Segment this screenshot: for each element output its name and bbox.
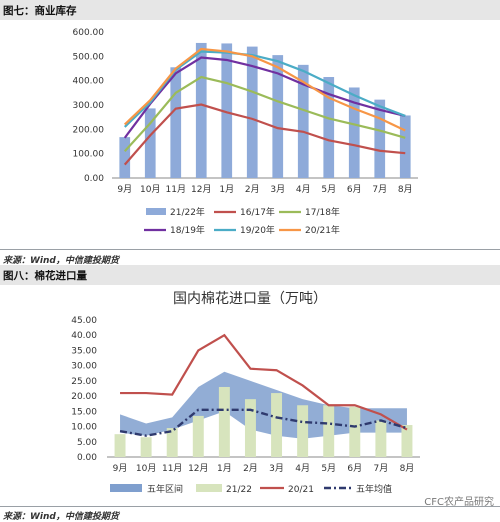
x-tick-label: 10月 [136, 463, 156, 474]
bar-21-22 [114, 434, 126, 457]
x-tick-label: 8月 [400, 463, 415, 474]
bar-21-22 [140, 437, 152, 457]
bar-21-22 [166, 428, 178, 457]
x-tick-label: 9月 [117, 184, 132, 195]
series-line-17/18年 [123, 75, 406, 152]
legend-label: 19/20年 [240, 224, 275, 236]
bar-21-22 [375, 420, 387, 457]
x-tick-label: 3月 [269, 463, 284, 474]
bar-21-22 [246, 46, 258, 178]
bar-21-22 [119, 137, 131, 178]
y-tick-label: 30.00 [71, 362, 97, 372]
legend-label: 五年区间 [147, 483, 183, 495]
series-line-five-year-mean [119, 408, 408, 437]
legend-label: 18/19年 [170, 224, 205, 236]
y-tick-label: 0.00 [77, 453, 97, 463]
x-tick-label: 2月 [245, 184, 260, 195]
bar-21-22 [349, 406, 361, 457]
x-tick-label: 11月 [166, 184, 186, 195]
legend-label: 21/22 [226, 485, 252, 495]
cotton-import-chart: 国内棉花进口量（万吨） 0.00 5.00 10.00 15.00 20.00 25.00 3… [71, 290, 420, 495]
legend-label: 20/21年 [305, 224, 340, 236]
x-tick-label: 1月 [219, 184, 234, 195]
x-tick-label: 4月 [296, 184, 311, 195]
y-tick-label: 10.00 [71, 423, 97, 433]
figure8-label: 图八：棉花进口量 [3, 270, 87, 282]
bar-21-22 [272, 55, 284, 178]
commercial-inventory-chart: 0.00 100.00 200.00 300.00 400.00 500.00 600.00… [73, 28, 418, 236]
bar-21-22 [271, 393, 283, 457]
x-tick-label: 3月 [270, 184, 285, 195]
y-tick-label: 15.00 [71, 407, 97, 417]
legend-swatch [196, 484, 222, 492]
series-line-18/19年 [123, 56, 406, 139]
bar-21-22 [195, 42, 207, 179]
bar-21-22 [192, 415, 204, 457]
bar-21-22 [399, 115, 411, 178]
legend-swatch [146, 208, 166, 215]
divider [0, 506, 500, 507]
x-tick-label: 7月 [372, 184, 387, 195]
x-tick-label: 9月 [113, 463, 128, 474]
figure8-source: 来源：Wind，中信建投期货 [3, 512, 119, 522]
legend-label: 17/18年 [305, 206, 340, 218]
legend-label: 20/21 [288, 485, 314, 495]
series-line-16/17年 [123, 103, 406, 166]
y-tick-label: 300.00 [73, 101, 105, 111]
figure8-title-bar: 图八：棉花进口量 [0, 265, 500, 285]
chart-title: 国内棉花进口量（万吨） [173, 290, 327, 307]
y-tick-label: 25.00 [71, 377, 97, 387]
x-tick-label: 12月 [188, 463, 208, 474]
x-tick-label: 10月 [140, 184, 160, 195]
bar-21-22 [144, 108, 156, 178]
x-tick-label: 5月 [321, 463, 336, 474]
bar-21-22 [297, 405, 309, 457]
y-tick-label: 400.00 [73, 77, 105, 87]
bar-21-22 [323, 405, 335, 457]
bar-21-22 [297, 64, 309, 178]
series-line-20/21年 [123, 47, 406, 132]
y-tick-label: 20.00 [71, 392, 97, 402]
watermark-text: CFC农产品研究 [424, 497, 494, 508]
five-year-range-band [120, 371, 407, 439]
legend-label: 16/17年 [240, 206, 275, 218]
bar-21-22 [244, 399, 256, 457]
bar-21-22 [218, 386, 230, 457]
figure7-label: 图七：商业库存 [3, 5, 77, 17]
y-tick-label: 5.00 [77, 438, 97, 448]
figure7-title-bar: 图七：商业库存 [0, 0, 500, 20]
x-tick-label: 12月 [191, 184, 211, 195]
bar-21-22 [221, 43, 233, 178]
x-tick-label: 6月 [347, 463, 362, 474]
y-tick-label: 500.00 [73, 52, 105, 62]
bar-21-22 [374, 99, 386, 178]
x-tick-label: 4月 [295, 463, 310, 474]
x-tick-label: 8月 [398, 184, 413, 195]
x-tick-label: 1月 [217, 463, 232, 474]
x-tick-label: 11月 [162, 463, 182, 474]
bar-21-22 [348, 87, 360, 178]
y-tick-label: 40.00 [71, 331, 97, 341]
y-tick-label: 0.00 [84, 174, 104, 184]
divider [0, 249, 500, 250]
series-line-20-21 [120, 333, 408, 431]
bar-21-22 [323, 77, 335, 178]
y-tick-label: 45.00 [71, 316, 97, 326]
legend-label: 21/22年 [170, 206, 205, 218]
y-tick-label: 100.00 [73, 150, 105, 160]
x-tick-label: 6月 [347, 184, 362, 195]
y-tick-label: 35.00 [71, 346, 97, 356]
legend-label: 五年均值 [356, 483, 392, 495]
x-tick-label: 5月 [321, 184, 336, 195]
bar-21-22 [170, 67, 182, 178]
bar-21-22 [401, 425, 413, 457]
figure7-source: 来源：Wind，中信建投期货 [3, 256, 119, 266]
y-tick-label: 600.00 [73, 28, 105, 38]
x-tick-label: 7月 [374, 463, 389, 474]
x-tick-label: 2月 [243, 463, 258, 474]
y-tick-label: 200.00 [73, 125, 105, 135]
legend-swatch [110, 484, 142, 492]
